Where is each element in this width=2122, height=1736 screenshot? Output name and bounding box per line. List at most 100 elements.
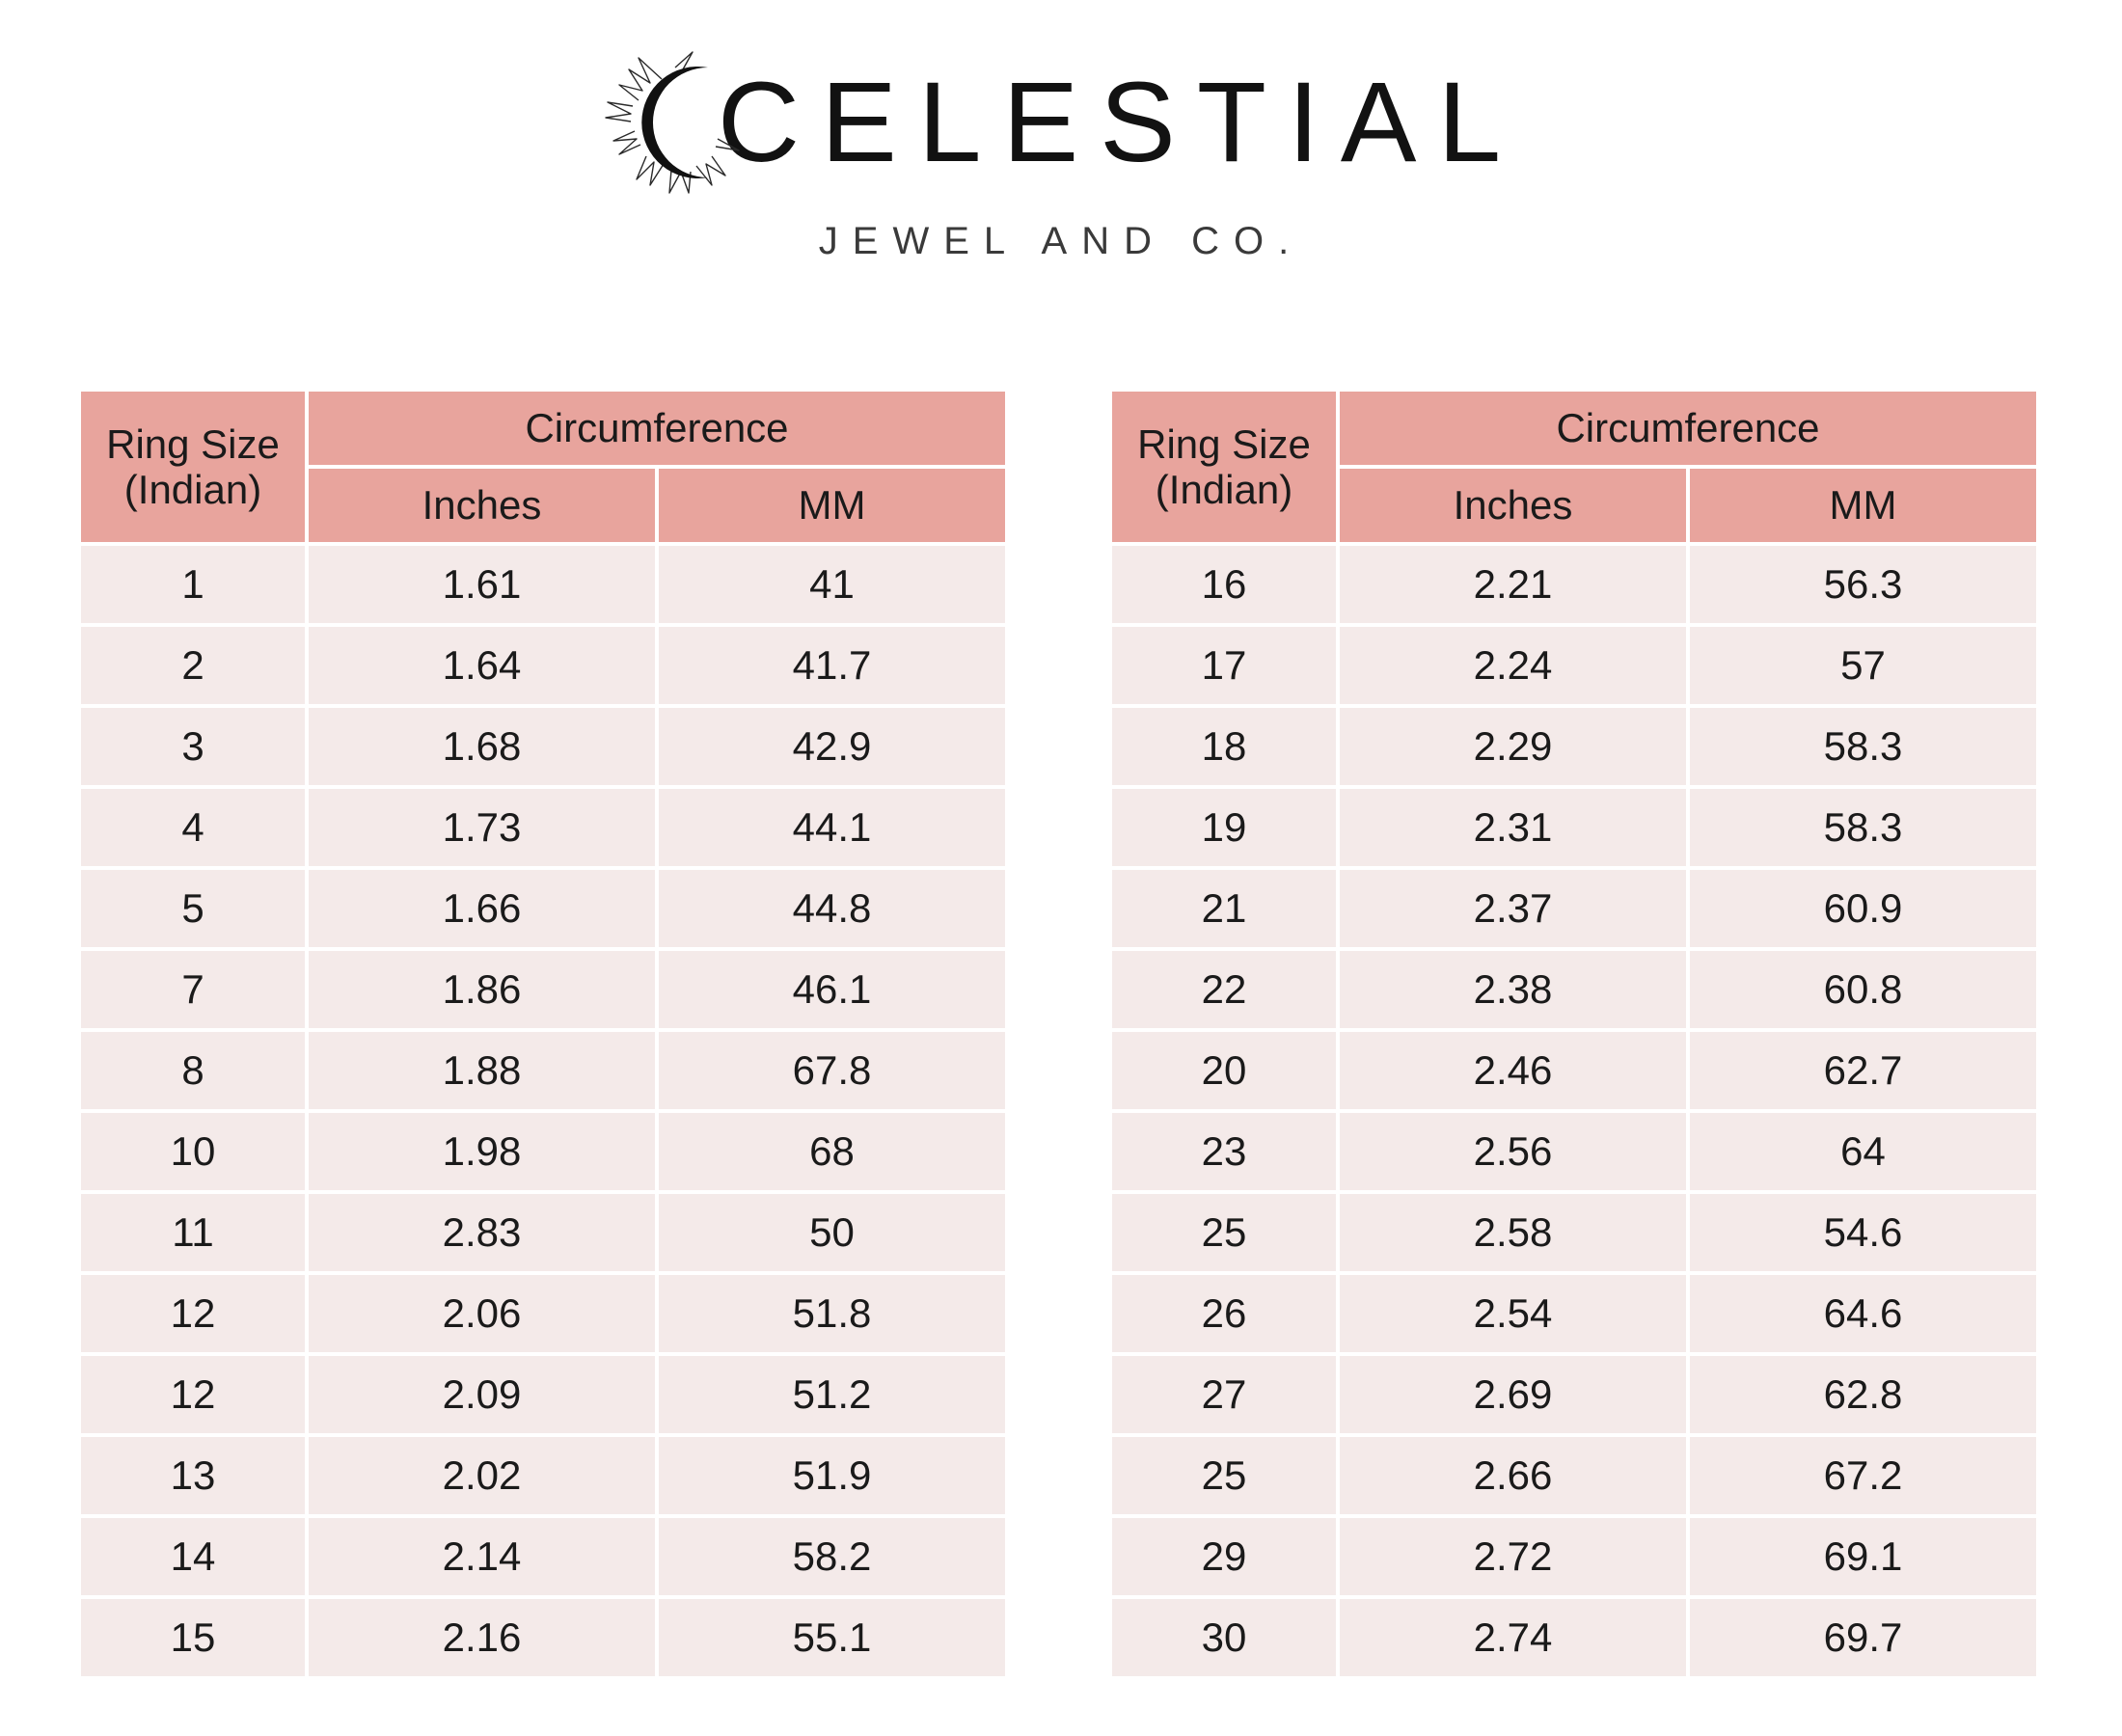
circumference-inches-cell: 2.83 xyxy=(309,1194,655,1271)
circumference-mm-cell: 67.2 xyxy=(1690,1437,2036,1514)
ring-size-cell: 23 xyxy=(1112,1113,1336,1190)
ring-size-table-right: Ring Size (Indian) Circumference Inches … xyxy=(1108,388,2040,1680)
circumference-mm-cell: 51.2 xyxy=(659,1356,1005,1433)
table-row: 12 2.06 51.8 xyxy=(81,1275,1005,1352)
ring-size-cell: 19 xyxy=(1112,789,1336,866)
circumference-inches-cell: 2.58 xyxy=(1340,1194,1686,1271)
table-row: 21 2.37 60.9 xyxy=(1112,870,2036,947)
circumference-inches-cell: 2.56 xyxy=(1340,1113,1686,1190)
ring-size-cell: 18 xyxy=(1112,708,1336,785)
circumference-mm-cell: 64.6 xyxy=(1690,1275,2036,1352)
circumference-inches-cell: 2.37 xyxy=(1340,870,1686,947)
circumference-inches-cell: 2.66 xyxy=(1340,1437,1686,1514)
circumference-mm-cell: 50 xyxy=(659,1194,1005,1271)
column-header-mm: MM xyxy=(659,469,1005,542)
table-body-right: 16 2.21 56.3 17 2.24 57 18 2.29 58.3 19 2.31 58.3 21… xyxy=(1112,546,2036,1676)
brand-wordmark-row: CELESTIAL xyxy=(0,50,2122,195)
circumference-mm-cell: 54.6 xyxy=(1690,1194,2036,1271)
circumference-inches-cell: 1.98 xyxy=(309,1113,655,1190)
circumference-inches-cell: 1.61 xyxy=(309,546,655,623)
brand-header: CELESTIAL JEWEL AND CO. xyxy=(0,50,2122,263)
sun-crescent-icon xyxy=(600,50,764,195)
header-row-primary: Ring Size (Indian) Circumference xyxy=(81,392,1005,542)
ring-size-cell: 11 xyxy=(81,1194,305,1271)
circumference-mm-cell: 41.7 xyxy=(659,627,1005,704)
table-row: 25 2.58 54.6 xyxy=(1112,1194,2036,1271)
ring-size-cell: 25 xyxy=(1112,1194,1336,1271)
circumference-mm-cell: 62.8 xyxy=(1690,1356,2036,1433)
ring-size-cell: 26 xyxy=(1112,1275,1336,1352)
circumference-inches-cell: 2.14 xyxy=(309,1518,655,1595)
column-header-circumference: Circumference xyxy=(309,392,1005,465)
header-row-secondary: Inches MM xyxy=(81,469,1005,542)
circumference-mm-cell: 57 xyxy=(1690,627,2036,704)
ring-size-cell: 20 xyxy=(1112,1032,1336,1109)
table-row: 23 2.56 64 xyxy=(1112,1113,2036,1190)
circumference-inches-cell: 2.38 xyxy=(1340,951,1686,1028)
ring-size-tables: Ring Size (Indian) Circumference Inches … xyxy=(77,388,2040,1680)
table-row: 1 1.61 41 xyxy=(81,546,1005,623)
circumference-inches-cell: 2.72 xyxy=(1340,1518,1686,1595)
table-row: 15 2.16 55.1 xyxy=(81,1599,1005,1676)
circumference-inches-cell: 2.31 xyxy=(1340,789,1686,866)
circumference-mm-cell: 69.1 xyxy=(1690,1518,2036,1595)
ring-size-cell: 4 xyxy=(81,789,305,866)
ring-size-cell: 25 xyxy=(1112,1437,1336,1514)
circumference-inches-cell: 2.54 xyxy=(1340,1275,1686,1352)
column-header-ring-size: Ring Size (Indian) xyxy=(81,392,305,542)
table-row: 7 1.86 46.1 xyxy=(81,951,1005,1028)
ring-size-cell: 3 xyxy=(81,708,305,785)
column-header-inches: Inches xyxy=(309,469,655,542)
circumference-inches-cell: 2.02 xyxy=(309,1437,655,1514)
ring-size-cell: 29 xyxy=(1112,1518,1336,1595)
table-header-left: Ring Size (Indian) Circumference Inches … xyxy=(81,392,1005,542)
circumference-mm-cell: 56.3 xyxy=(1690,546,2036,623)
circumference-inches-cell: 2.46 xyxy=(1340,1032,1686,1109)
circumference-inches-cell: 1.86 xyxy=(309,951,655,1028)
table-row: 26 2.54 64.6 xyxy=(1112,1275,2036,1352)
circumference-inches-cell: 1.73 xyxy=(309,789,655,866)
circumference-mm-cell: 55.1 xyxy=(659,1599,1005,1676)
circumference-inches-cell: 2.06 xyxy=(309,1275,655,1352)
table-row: 20 2.46 62.7 xyxy=(1112,1032,2036,1109)
table-row: 4 1.73 44.1 xyxy=(81,789,1005,866)
circumference-mm-cell: 62.7 xyxy=(1690,1032,2036,1109)
circumference-inches-cell: 2.69 xyxy=(1340,1356,1686,1433)
ring-size-cell: 8 xyxy=(81,1032,305,1109)
circumference-mm-cell: 51.8 xyxy=(659,1275,1005,1352)
ring-size-cell: 13 xyxy=(81,1437,305,1514)
ring-size-cell: 30 xyxy=(1112,1599,1336,1676)
circumference-inches-cell: 2.29 xyxy=(1340,708,1686,785)
table-row: 16 2.21 56.3 xyxy=(1112,546,2036,623)
ring-size-cell: 15 xyxy=(81,1599,305,1676)
table-body-left: 1 1.61 41 2 1.64 41.7 3 1.68 42.9 4 1.73 44.1 5 1.66 4… xyxy=(81,546,1005,1676)
circumference-mm-cell: 41 xyxy=(659,546,1005,623)
table-row: 5 1.66 44.8 xyxy=(81,870,1005,947)
circumference-mm-cell: 58.3 xyxy=(1690,789,2036,866)
table-row: 18 2.29 58.3 xyxy=(1112,708,2036,785)
circumference-inches-cell: 1.88 xyxy=(309,1032,655,1109)
ring-size-cell: 22 xyxy=(1112,951,1336,1028)
column-header-mm: MM xyxy=(1690,469,2036,542)
table-header-right: Ring Size (Indian) Circumference Inches … xyxy=(1112,392,2036,542)
circumference-mm-cell: 69.7 xyxy=(1690,1599,2036,1676)
table-row: 17 2.24 57 xyxy=(1112,627,2036,704)
table-row: 29 2.72 69.1 xyxy=(1112,1518,2036,1595)
column-header-ring-size: Ring Size (Indian) xyxy=(1112,392,1336,542)
ring-size-cell: 5 xyxy=(81,870,305,947)
table-row: 11 2.83 50 xyxy=(81,1194,1005,1271)
table-row: 8 1.88 67.8 xyxy=(81,1032,1005,1109)
circumference-mm-cell: 51.9 xyxy=(659,1437,1005,1514)
brand-tagline: JEWEL AND CO. xyxy=(818,220,1304,262)
circumference-mm-cell: 46.1 xyxy=(659,951,1005,1028)
ring-size-cell: 16 xyxy=(1112,546,1336,623)
ring-size-cell: 10 xyxy=(81,1113,305,1190)
circumference-inches-cell: 1.64 xyxy=(309,627,655,704)
table-row: 27 2.69 62.8 xyxy=(1112,1356,2036,1433)
circumference-inches-cell: 2.21 xyxy=(1340,546,1686,623)
ring-size-cell: 12 xyxy=(81,1275,305,1352)
ring-size-cell: 14 xyxy=(81,1518,305,1595)
circumference-mm-cell: 42.9 xyxy=(659,708,1005,785)
circumference-inches-cell: 2.24 xyxy=(1340,627,1686,704)
